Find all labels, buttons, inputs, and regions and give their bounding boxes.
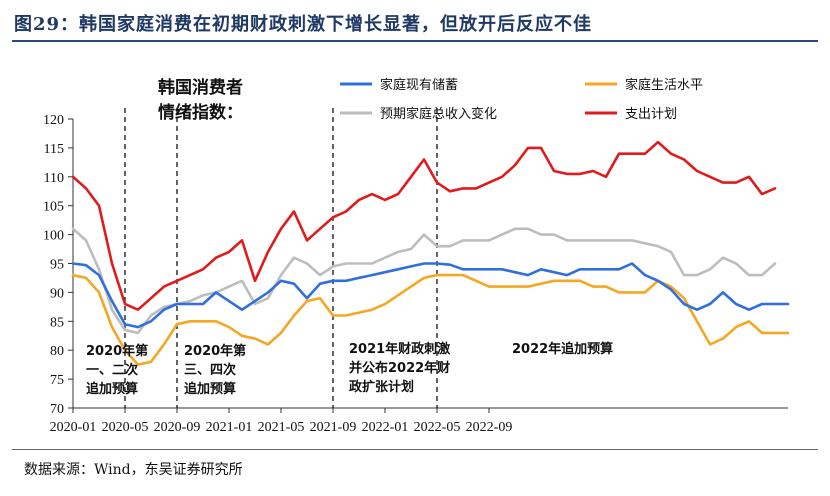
- chart-axes: 70 75 80 85 90 95 100 105 110 115 120 2020-01 2020-0…: [43, 113, 788, 435]
- annotation-4-line1: 2022年追加预算: [512, 341, 613, 357]
- figure-title: 图29：韩国家庭消费在初期财政刺激下增长显著，但放开后反应不佳: [14, 14, 593, 35]
- y-tick-label: 75: [50, 373, 64, 388]
- x-tick-label: 2021-01: [206, 420, 253, 435]
- annotation-1-line2: 一、二次: [86, 362, 138, 378]
- series-line-3: [71, 140, 777, 312]
- y-tick-label: 70: [50, 402, 64, 417]
- x-tick-label: 2022-09: [466, 420, 513, 435]
- annotation-1-line1: 2020年第: [86, 343, 148, 359]
- annotation-1-line3: 追加预算: [86, 381, 138, 397]
- x-tick-label: 2020-01: [50, 420, 97, 435]
- annotation-3-line2: 并公布2022年财: [349, 360, 450, 376]
- x-tick-label: 2022-01: [362, 420, 409, 435]
- y-tick-label: 105: [43, 200, 64, 215]
- y-tick-label: 90: [50, 286, 64, 301]
- legend-label-income: 预期家庭总收入变化: [380, 106, 497, 122]
- index-label-line1: 韩国消费者: [158, 77, 243, 98]
- index-label-line2: 情绪指数：: [158, 102, 243, 123]
- x-tick-label: 2022-05: [414, 420, 461, 435]
- y-tick-label: 120: [43, 113, 64, 128]
- y-tick-label: 110: [44, 171, 64, 186]
- legend-label-spending: 支出计划: [625, 107, 677, 122]
- series-line-0: [71, 262, 790, 329]
- annotations: 韩国消费者 情绪指数： 2020年第 一、二次 追加预算 2020年第 三、四次…: [86, 77, 613, 397]
- y-tick-label: 80: [50, 344, 64, 359]
- x-tick-label: 2021-09: [310, 420, 357, 435]
- x-tick-label: 2020-05: [102, 420, 149, 435]
- source-divider: [12, 449, 818, 450]
- x-tick-label: 2020-09: [154, 420, 201, 435]
- series-line-1: [71, 273, 790, 366]
- x-tick-label: 2021-05: [258, 420, 305, 435]
- y-tick-label: 100: [43, 229, 64, 244]
- event-divider-lines: [124, 108, 438, 408]
- annotation-3-line3: 政扩张计划: [349, 379, 414, 395]
- y-tick-label: 85: [50, 315, 64, 330]
- y-tick-label: 95: [50, 258, 64, 273]
- legend-label-savings: 家庭现有储蓄: [380, 77, 458, 93]
- y-tick-label: 115: [44, 142, 64, 157]
- title-divider: [12, 40, 818, 42]
- annotation-2-line3: 追加预算: [184, 381, 236, 397]
- source-note: 数据来源：Wind，东吴证券研究所: [24, 462, 243, 478]
- annotation-2-line2: 三、四次: [184, 362, 236, 378]
- legend: 家庭现有储蓄 家庭生活水平 预期家庭总收入变化 支出计划: [340, 77, 703, 122]
- series-line-2: [71, 227, 777, 335]
- annotation-2-line1: 2020年第: [184, 343, 246, 359]
- series-lines: [71, 140, 790, 366]
- annotation-3-line1: 2021年财政刺激: [349, 341, 451, 357]
- legend-label-living: 家庭生活水平: [625, 77, 703, 93]
